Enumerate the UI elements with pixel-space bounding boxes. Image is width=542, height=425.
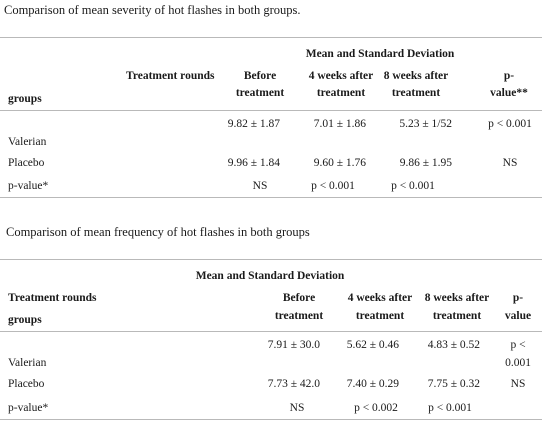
table2-valerian-4w: 5.62 ± 0.46 — [346, 339, 399, 351]
table1-header-rule — [0, 110, 542, 111]
table1-pvalue-label: p-value* — [8, 180, 49, 192]
table1-placebo-before: 9.96 ± 1.84 — [227, 157, 280, 169]
table2-col-p-l2: value — [504, 310, 532, 322]
table2-col-before-l1: Before — [282, 292, 316, 304]
table1-valerian-before: 9.82 ± 1.87 — [227, 118, 280, 130]
table2-header-rule — [0, 331, 542, 332]
table1-valerian-p: p < 0.001 — [488, 118, 532, 130]
table2-valerian-label: Valerian — [8, 357, 47, 369]
table1-col-8w-l1: 8 weeks after — [383, 70, 449, 82]
table2-valerian-p-l2: 0.001 — [505, 357, 531, 369]
table2-valerian-8w: 4.83 ± 0.52 — [427, 339, 480, 351]
table2-pvalue-4w: p < 0.002 — [354, 402, 398, 414]
table1-pvalue-before: NS — [252, 180, 268, 192]
table1-col-p-l1: p- — [503, 70, 515, 82]
table2-header-treatment-rounds: Treatment rounds — [8, 292, 97, 304]
table1-col-4w-l2: treatment — [316, 87, 366, 99]
table1-placebo-p: NS — [502, 157, 518, 169]
table2-caption: Comparison of mean frequency of hot flas… — [6, 225, 310, 239]
table1-valerian-4w: 7.01 ± 1.86 — [313, 118, 366, 130]
table1-col-4w-l1: 4 weeks after — [308, 70, 374, 82]
table1-valerian-8w: 5.23 ± 1/52 — [399, 118, 452, 130]
table2-valerian-before: 7.91 ± 30.0 — [267, 339, 320, 351]
table2-placebo-label: Placebo — [8, 378, 45, 390]
table1-header-treatment-rounds: Treatment rounds — [126, 70, 215, 82]
table1-top-rule — [0, 37, 542, 38]
table1-bottom-rule — [0, 197, 542, 198]
table2-pvalue-8w: p < 0.001 — [428, 402, 472, 414]
table1-col-p-l2: value** — [490, 87, 528, 99]
table1-placebo-4w: 9.60 ± 1.76 — [313, 157, 366, 169]
table2-bottom-rule — [0, 419, 542, 420]
table2-pvalue-label: p-value* — [8, 402, 49, 414]
table1-col-before-l2: treatment — [235, 87, 285, 99]
table1-caption: Comparison of mean severity of hot flash… — [4, 3, 301, 17]
table1-pvalue-8w: p < 0.001 — [391, 180, 435, 192]
table2-span-header: Mean and Standard Deviation — [195, 270, 345, 282]
table2-placebo-p: NS — [510, 378, 526, 390]
table2-col-4w-l1: 4 weeks after — [347, 292, 413, 304]
table2-col-before-l2: treatment — [274, 310, 324, 322]
table1-span-header: Mean and Standard Deviation — [305, 48, 455, 60]
table2-col-8w-l2: treatment — [432, 310, 482, 322]
table2-placebo-before: 7.73 ± 42.0 — [267, 378, 320, 390]
table2-valerian-p-l1: p < — [510, 339, 526, 351]
table2-top-rule — [0, 259, 542, 260]
table2-header-groups: groups — [8, 314, 42, 326]
table1-col-before-l1: Before — [243, 70, 277, 82]
table2-placebo-4w: 7.40 ± 0.29 — [346, 378, 399, 390]
table1-placebo-label: Placebo — [8, 157, 45, 169]
table2-pvalue-before: NS — [289, 402, 305, 414]
table1-col-8w-l2: treatment — [391, 87, 441, 99]
table2-col-p-l1: p- — [512, 292, 524, 304]
table1-placebo-8w: 9.86 ± 1.95 — [399, 157, 452, 169]
table1-header-groups: groups — [8, 93, 42, 105]
table1-valerian-label: Valerian — [8, 136, 47, 148]
table2-col-4w-l2: treatment — [355, 310, 405, 322]
table2-col-8w-l1: 8 weeks after — [424, 292, 490, 304]
table1-pvalue-4w: p < 0.001 — [311, 180, 355, 192]
table2-placebo-8w: 7.75 ± 0.32 — [427, 378, 480, 390]
